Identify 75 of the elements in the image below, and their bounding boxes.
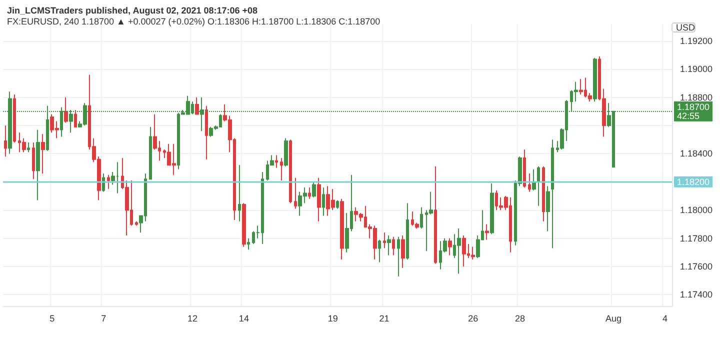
candlestick	[551, 139, 554, 249]
candlestick	[490, 182, 494, 235]
y-tick-label: 1.18800	[680, 92, 713, 102]
y-tick-label: 1.17400	[680, 290, 713, 300]
x-tick-label: 28	[514, 314, 525, 324]
candlestick	[401, 235, 405, 268]
ref-line-label: 1.18200	[677, 176, 710, 187]
ref-line-label: 1.18700 42:55	[677, 102, 710, 121]
candlestick	[195, 96, 199, 115]
candlestick	[102, 172, 105, 192]
candlestick	[27, 142, 30, 153]
x-tick-label: 5	[50, 314, 55, 324]
candlestick	[247, 238, 250, 250]
candlestick	[523, 148, 526, 188]
candlestick	[135, 220, 138, 226]
y-tick-label: 1.19200	[680, 36, 713, 46]
x-tick-label: 26	[468, 314, 478, 324]
candlestick	[462, 235, 466, 268]
candlestick	[387, 235, 391, 256]
y-tick-label: 1.19000	[680, 64, 713, 74]
candlestick	[383, 232, 386, 249]
candlestick	[546, 186, 550, 232]
candlestick	[434, 166, 437, 264]
candlestick	[322, 187, 325, 216]
x-tick-label: 7	[101, 314, 106, 324]
y-axis-title: USD	[676, 22, 696, 32]
candlestick	[149, 126, 152, 180]
chart-title: Jin_LCMSTraders published, August 02, 2021 08:17:06 +08	[7, 6, 258, 16]
x-tick-label: 14	[238, 314, 249, 324]
candlestick	[289, 139, 292, 204]
candlestick	[308, 187, 311, 200]
y-tick-label: 1.17600	[680, 262, 713, 272]
candlestick	[36, 129, 40, 201]
candlestick	[471, 246, 475, 260]
candlestick	[448, 238, 452, 256]
x-tick-label: 19	[328, 314, 338, 324]
candlestick	[32, 142, 35, 180]
candlestick	[406, 202, 409, 260]
candlestick	[13, 94, 16, 143]
candlestick	[457, 228, 461, 274]
candlestick	[579, 78, 583, 95]
candlestick	[485, 224, 489, 240]
candlestick	[542, 166, 545, 222]
candlestick	[420, 206, 423, 229]
candlestick	[397, 236, 400, 277]
candlestick	[41, 133, 45, 174]
y-tick-label: 1.18400	[680, 148, 713, 159]
candlestick	[242, 202, 246, 248]
x-tick-label: 4	[662, 314, 668, 324]
candlestick	[74, 110, 77, 128]
y-tick-label: 1.17800	[680, 233, 713, 244]
candlestick	[593, 57, 597, 102]
x-tick-label: Aug	[606, 314, 622, 324]
y-tick-label: 1.18000	[680, 205, 713, 216]
candlestick	[392, 236, 395, 256]
candlestick	[340, 198, 344, 260]
candlestick	[532, 168, 536, 191]
x-tick-label: 12	[187, 314, 198, 324]
candlestick	[275, 154, 278, 168]
candlestick	[317, 177, 321, 222]
candlestick	[378, 239, 381, 263]
candlestick	[528, 172, 531, 192]
candlestick	[280, 157, 283, 182]
candlestick	[238, 164, 241, 222]
candlestick	[107, 174, 110, 190]
candlestick	[284, 138, 288, 167]
candlestick	[294, 177, 297, 210]
chart-subtitle: FX:EURUSD, 240 1.18700 ▲ +0.00027 (+0.02%) O:1.18306 H:1.18700 L:1.18306 C:1.18700	[7, 16, 380, 26]
candlestick	[4, 125, 7, 158]
x-tick-label: 21	[379, 314, 390, 324]
candlestick	[312, 181, 316, 198]
candlestick	[336, 200, 339, 210]
candlestick	[537, 166, 540, 206]
candlestick	[205, 105, 208, 160]
candlestick	[64, 96, 68, 124]
